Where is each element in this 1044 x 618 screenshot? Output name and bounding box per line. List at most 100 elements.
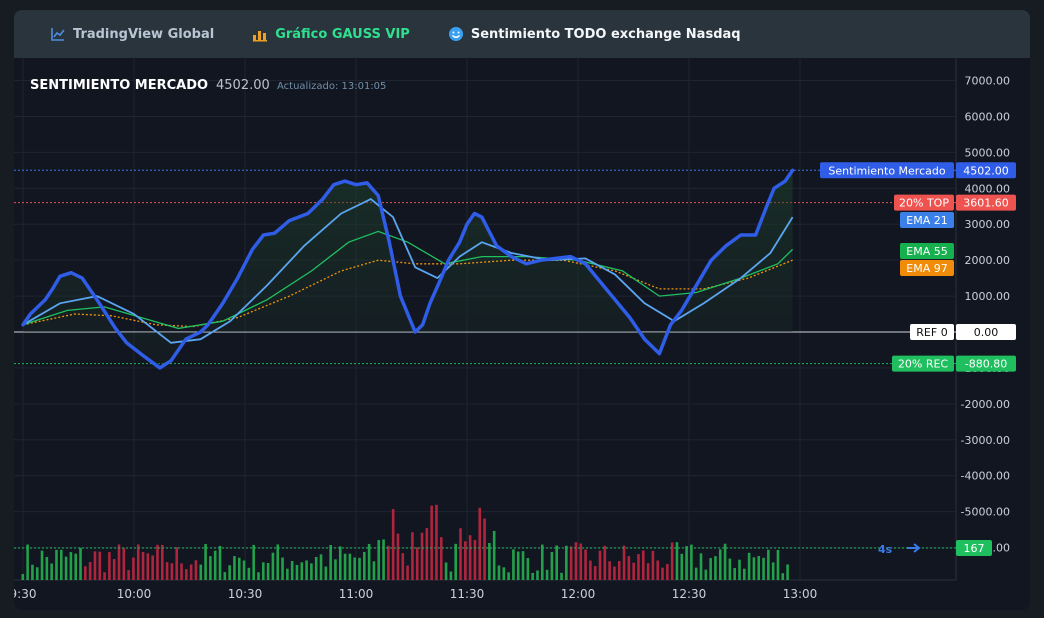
volume-bar (64, 556, 68, 580)
ema97-badge: EMA 97 (906, 262, 947, 275)
x-tick-label: 12:30 (672, 587, 707, 601)
sentiment-label-badge: Sentimiento Mercado (828, 164, 945, 177)
ref-label-badge: REF 0 (916, 326, 947, 339)
price-badges: Sentimiento Mercado 4502.00 20% TOP 3601.60… (820, 162, 1016, 556)
sentiment-label-badge-bg (820, 162, 954, 179)
volume-bar (694, 567, 698, 580)
volume-bar (165, 562, 169, 580)
ema21-badge: EMA 21 (906, 214, 947, 227)
volume-bar (680, 553, 684, 580)
volume-bar (723, 543, 727, 580)
volume-bar (213, 550, 217, 580)
x-tick-label: 12:00 (561, 587, 596, 601)
volume-bar (439, 537, 443, 580)
tab-bar: TradingView Global Gráfico GAUSS VIP Sen… (14, 10, 1030, 58)
volume-bar (435, 504, 438, 580)
volume-bar (589, 560, 592, 580)
rec-value-badge-bg (956, 355, 1016, 372)
arrow-right-icon (907, 543, 921, 553)
volume-bar (122, 548, 126, 580)
y-tick-label: -3000.00 (961, 434, 1010, 447)
volume-bar (146, 553, 150, 580)
volume-bar (454, 543, 457, 580)
volume-bar (242, 560, 246, 580)
volume-bar (670, 542, 674, 580)
price-axis[interactable]: 7000.00 6000.00 5000.00 4000.00 3000.00 2000.… (961, 75, 1010, 555)
x-tick-label: 9:30 (14, 587, 36, 601)
volume-bar (40, 550, 44, 580)
volume-bar (738, 559, 741, 580)
volume-bar (569, 546, 573, 580)
header-value: 4502.00 (216, 78, 270, 93)
x-tick-label: 10:30 (228, 587, 263, 601)
volume-bar (276, 544, 280, 580)
volume-bar (160, 544, 164, 580)
volume-bar (93, 551, 97, 580)
volume-bar (324, 566, 328, 580)
tab-sentimiento-nasdaq[interactable]: Sentimiento TODO exchange Nasdaq (448, 26, 741, 42)
volume-bar (641, 550, 645, 580)
volume-bar (637, 554, 640, 580)
tab-label: Sentimiento TODO exchange Nasdaq (470, 26, 741, 42)
volume-bar (262, 562, 265, 580)
tab-tradingview-global[interactable]: TradingView Global (50, 26, 214, 42)
volume-bar (776, 549, 780, 580)
volume-bar (473, 540, 477, 580)
ema-97-line (22, 259, 793, 328)
ema-55-line (22, 230, 794, 330)
tab-grafico-gauss[interactable]: Gráfico GAUSS VIP (252, 26, 410, 42)
volume-bar (492, 530, 496, 580)
time-axis[interactable]: 9:30 10:00 10:30 11:00 11:30 12:00 12:30 13:00 (14, 587, 817, 601)
volume-bar (608, 561, 611, 580)
volume-bar (391, 509, 395, 580)
volume-bar (401, 553, 405, 580)
volume-bar (334, 559, 337, 580)
volume-bar (516, 551, 520, 580)
volume-bar (420, 532, 424, 580)
chart-panel[interactable]: 7000.00 6000.00 5000.00 4000.00 3000.00 2000.… (14, 58, 1030, 610)
volume-bar (343, 553, 347, 580)
volume-bar (314, 556, 318, 580)
x-tick-label: 11:00 (339, 587, 374, 601)
volume-bar (353, 557, 356, 580)
volume-bar (88, 562, 92, 580)
sentiment-chart[interactable]: 7000.00 6000.00 5000.00 4000.00 3000.00 2000.… (14, 58, 1030, 610)
volume-bar (757, 556, 761, 580)
y-tick-label: 5000.00 (965, 146, 1011, 159)
volume-bar (622, 545, 626, 580)
volume-bar (718, 549, 722, 580)
ref-value-badge-bg (956, 324, 1016, 340)
y-tick-label: 7000.00 (965, 75, 1011, 88)
volume-bar (84, 566, 87, 580)
volume-bar (185, 569, 188, 580)
volume-bar (180, 563, 183, 580)
top-value-badge-bg (956, 194, 1016, 211)
ema97-badge-bg (900, 260, 954, 276)
volume-bar (656, 560, 660, 580)
volume-bar (218, 545, 222, 580)
volume-bar (74, 553, 78, 580)
volume-bar (411, 532, 414, 580)
y-tick-label: 2000.00 (965, 254, 1011, 267)
ema-21-line (22, 198, 794, 344)
tab-label: Gráfico GAUSS VIP (275, 26, 410, 42)
x-tick-label: 10:00 (117, 587, 152, 601)
volume-value-badge: 167 (964, 542, 985, 555)
volume-bar (709, 558, 712, 580)
volume-bar (377, 540, 381, 580)
volume-bar (752, 557, 756, 580)
volume-bar (767, 549, 770, 580)
volume-histogram (21, 504, 789, 580)
volume-bar (108, 552, 111, 580)
volume-bar (786, 564, 789, 580)
smiley-icon (448, 27, 463, 41)
updated-label: Actualizado: 13:01:05 (277, 81, 386, 92)
volume-bar (98, 551, 102, 580)
y-tick-label: -5000.00 (961, 506, 1010, 519)
volume-bar (233, 556, 236, 580)
volume-bar (550, 551, 554, 580)
volume-bar (449, 571, 453, 580)
y-tick-label: -2000.00 (961, 398, 1010, 411)
volume-bar (483, 518, 486, 580)
chart-title: SENTIMIENTO MERCADO (30, 78, 208, 93)
